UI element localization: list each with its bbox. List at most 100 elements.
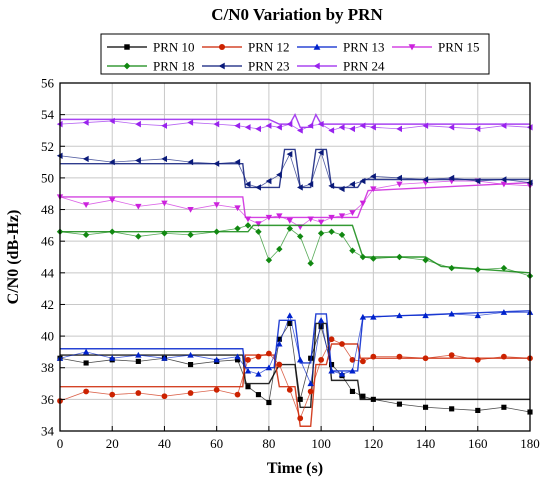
x-tick-label: 160 [468, 436, 488, 451]
x-axis-label: Time (s) [267, 460, 323, 477]
data-point [359, 177, 366, 185]
data-point [286, 218, 293, 224]
data-point [370, 186, 377, 193]
data-point [161, 155, 168, 163]
data-point [360, 358, 366, 365]
data-point [422, 256, 429, 264]
data-point [349, 356, 356, 363]
data-point [187, 158, 194, 166]
data-point [82, 202, 90, 208]
data-point [83, 360, 89, 366]
data-point [135, 157, 141, 164]
legend-label: PRN 13 [343, 40, 385, 55]
data-point [422, 176, 429, 183]
data-point [349, 125, 356, 133]
data-point [500, 309, 508, 315]
data-point [255, 228, 262, 235]
data-point [109, 228, 116, 235]
data-point [276, 171, 282, 178]
grid [59, 82, 531, 432]
data-point [370, 255, 377, 262]
data-point [234, 225, 241, 232]
series-fit-line [60, 322, 530, 408]
series-prn-13 [56, 309, 534, 387]
data-point [213, 120, 220, 128]
series-data-line [59, 151, 531, 190]
data-point [276, 361, 283, 368]
data-point [135, 120, 141, 128]
data-point [161, 230, 168, 237]
data-point [213, 160, 220, 167]
data-point [265, 177, 272, 185]
data-point [255, 125, 262, 133]
data-point [500, 122, 507, 129]
legend-item: PRN 23 [202, 59, 290, 74]
data-point [244, 216, 252, 223]
data-point [474, 177, 481, 185]
series-data-line [59, 338, 531, 420]
data-point [109, 355, 116, 361]
legend-label: PRN 24 [343, 59, 385, 74]
series-prn-15 [56, 178, 534, 231]
series-prn-18 [56, 222, 534, 280]
y-tick-label: 46 [41, 234, 55, 249]
data-point [109, 117, 115, 125]
data-point [349, 210, 356, 216]
legend-label: PRN 12 [248, 40, 290, 55]
x-tick-label: 80 [262, 436, 275, 451]
legend-label: PRN 10 [153, 40, 195, 55]
ticks: 0 20 40 60 80 100 120 140 160 180 34 36 38 40 42 44 46 48… [41, 76, 540, 452]
data-point [109, 391, 116, 398]
data-point [318, 356, 324, 363]
series-prn-12 [57, 336, 533, 427]
data-point [266, 399, 272, 406]
data-point [213, 386, 220, 393]
y-tick-label: 48 [41, 202, 54, 217]
data-point [338, 370, 346, 377]
data-point [245, 356, 251, 363]
data-point [475, 407, 481, 413]
data-point [161, 122, 168, 129]
data-point [396, 401, 403, 407]
data-point [245, 384, 251, 390]
data-point [213, 356, 220, 363]
data-point [82, 155, 89, 163]
data-point [187, 362, 194, 368]
data-point [307, 380, 314, 387]
series-fit-line [60, 113, 530, 128]
data-point [135, 233, 142, 240]
y-tick-label: 50 [41, 170, 54, 185]
data-point [109, 197, 116, 204]
data-point [287, 320, 293, 326]
data-point [318, 324, 324, 330]
data-point [255, 392, 262, 398]
series-data-line [59, 120, 531, 131]
data-point [370, 173, 376, 180]
series-fit-line [60, 148, 530, 189]
data-point [307, 122, 314, 129]
data-point [370, 353, 377, 360]
data-point [317, 219, 325, 226]
data-point [286, 225, 293, 232]
data-point [187, 231, 194, 239]
data-point [276, 124, 282, 131]
data-point [317, 120, 324, 128]
data-point [135, 351, 142, 358]
data-point [422, 312, 429, 319]
data-point [276, 245, 283, 253]
data-point [135, 203, 142, 210]
data-point [276, 213, 283, 220]
legend-item: PRN 12 [202, 40, 290, 55]
data-point [396, 312, 403, 319]
data-point [213, 202, 220, 208]
data-point [255, 370, 262, 377]
data-point [396, 174, 403, 182]
data-point [317, 230, 325, 237]
data-point [349, 367, 356, 374]
data-point [244, 124, 251, 131]
data-point [234, 122, 241, 129]
y-tick-label: 42 [41, 297, 54, 312]
data-point [338, 124, 345, 131]
data-point [449, 406, 455, 412]
data-point [234, 158, 241, 166]
